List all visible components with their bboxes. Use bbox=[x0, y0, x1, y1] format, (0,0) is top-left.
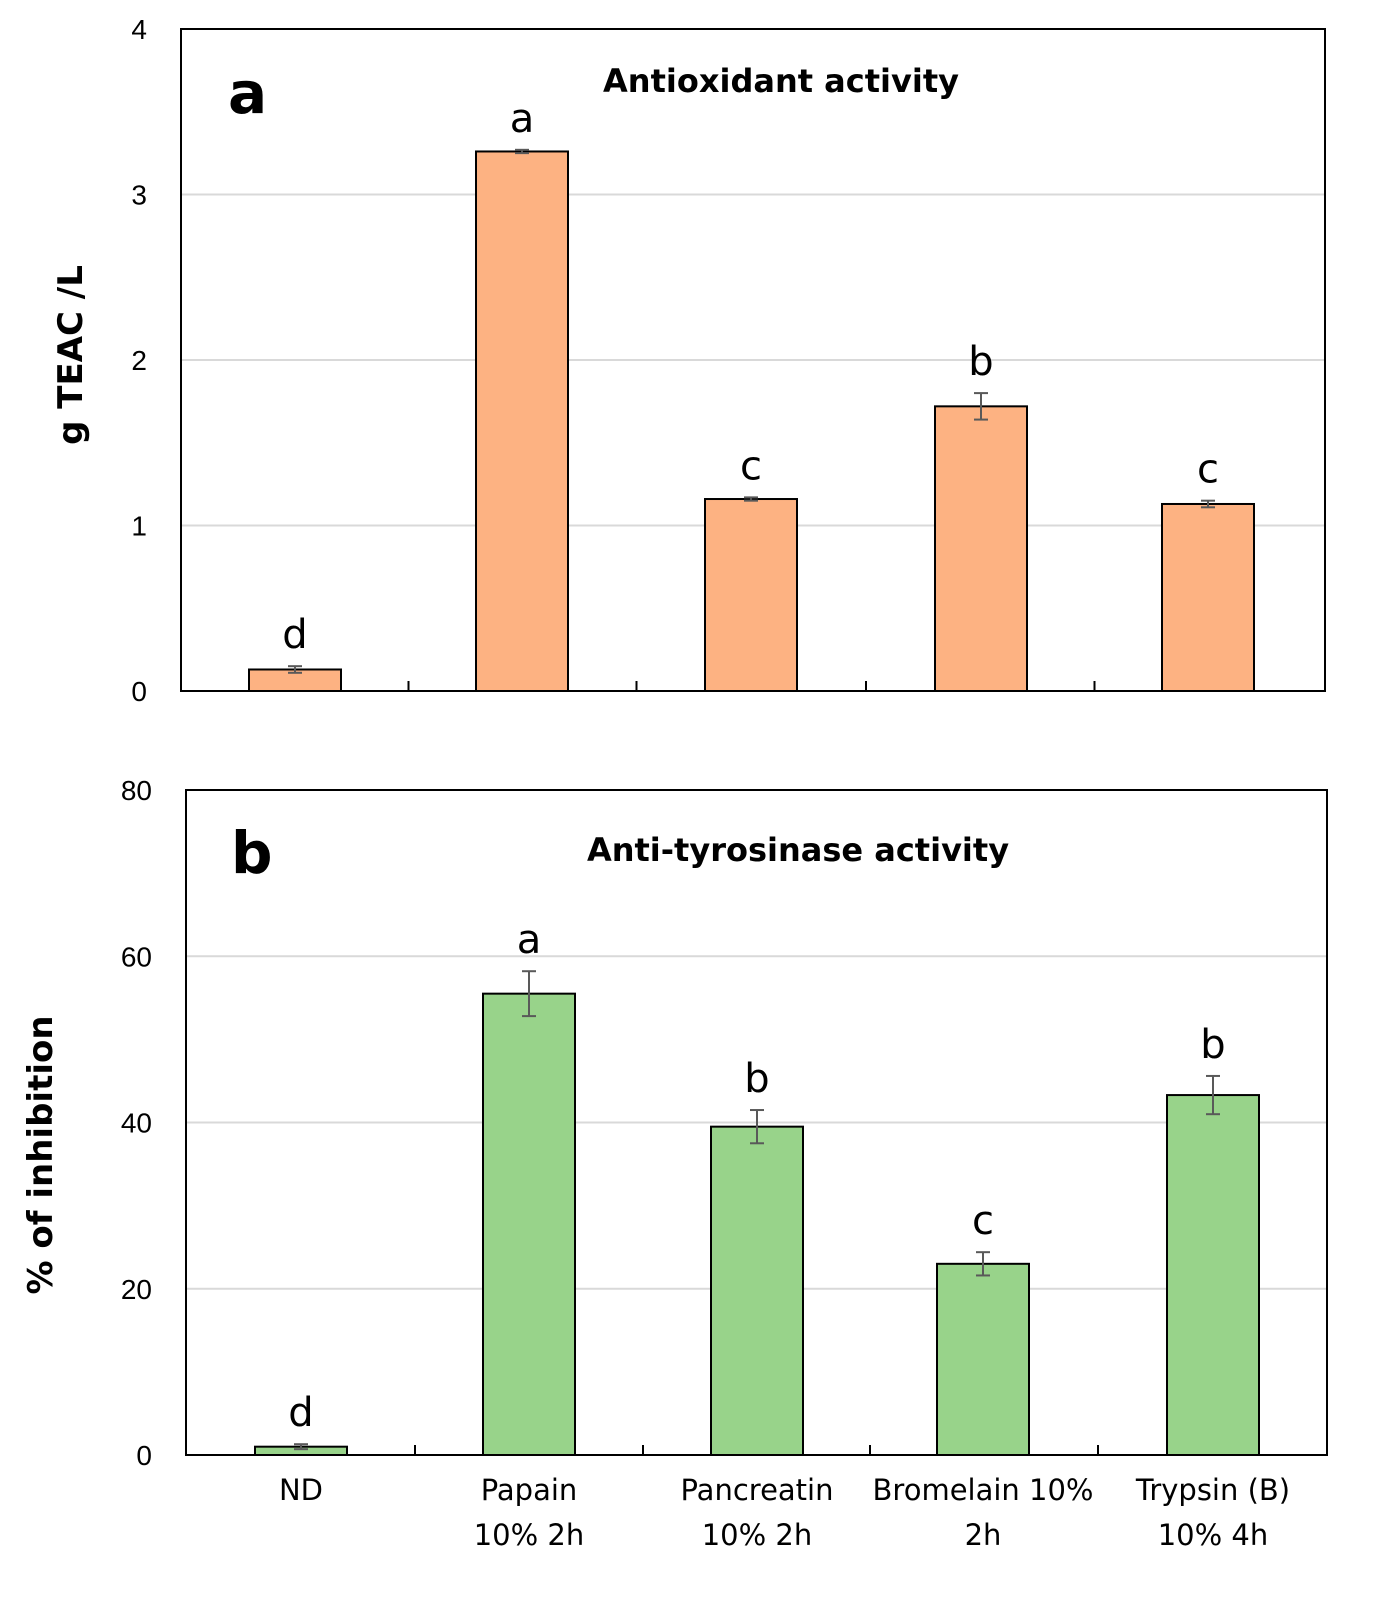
error-bar bbox=[750, 1109, 764, 1145]
panel-b-anti-tyrosinase-chart: 0 20 40 60 80 d a b c b ND Papain 10% 2h Pancreatin… bbox=[21, 775, 1328, 1552]
y-tick-label: 1 bbox=[131, 511, 147, 542]
bar bbox=[475, 150, 569, 693]
y-tick-label: 60 bbox=[121, 941, 152, 972]
y-tick-label: 4 bbox=[131, 14, 147, 45]
bar bbox=[710, 1125, 804, 1456]
bar bbox=[704, 498, 798, 692]
significance-label: a bbox=[517, 917, 542, 963]
error-bar bbox=[974, 392, 988, 421]
panel-letter: a bbox=[228, 59, 267, 127]
error-bar bbox=[294, 1443, 308, 1451]
error-bar bbox=[744, 496, 758, 502]
significance-label: c bbox=[972, 1198, 994, 1244]
plot-frame bbox=[185, 789, 1328, 1456]
y-tick-label: 0 bbox=[131, 676, 147, 707]
panel-a-antioxidant-chart: 0 1 2 3 4 d a c b c a Antioxidant activity g TEA… bbox=[51, 14, 1326, 707]
error-bar bbox=[515, 148, 529, 155]
bar bbox=[1161, 502, 1255, 692]
significance-label: b bbox=[744, 1056, 769, 1102]
significance-label: c bbox=[1197, 447, 1219, 493]
category-label: Bromelain 10% 2h bbox=[873, 1473, 1094, 1552]
significance-label: d bbox=[288, 1390, 313, 1436]
y-tick-label: 40 bbox=[121, 1108, 152, 1139]
category-label: Trypsin (B) 10% 4h bbox=[1135, 1473, 1290, 1552]
error-bar bbox=[522, 970, 536, 1018]
y-tick-label: 2 bbox=[131, 345, 147, 376]
error-bar bbox=[976, 1251, 990, 1277]
chart-title: Antioxidant activity bbox=[603, 62, 959, 100]
significance-label: a bbox=[510, 96, 535, 142]
category-label: ND bbox=[279, 1473, 323, 1507]
plot-frame bbox=[180, 28, 1326, 692]
error-bar bbox=[1201, 499, 1215, 509]
error-bar bbox=[1206, 1074, 1220, 1116]
significance-label: b bbox=[1200, 1022, 1225, 1068]
bar bbox=[482, 992, 576, 1456]
panel-letter: b bbox=[231, 819, 273, 887]
y-tick-label: 3 bbox=[131, 180, 147, 211]
chart-title: Anti-tyrosinase activity bbox=[587, 831, 1009, 869]
significance-label: b bbox=[968, 339, 993, 385]
category-label: Papain 10% 2h bbox=[474, 1473, 585, 1552]
y-tick-label: 20 bbox=[121, 1274, 152, 1305]
y-axis-label: % of inhibition bbox=[21, 1015, 61, 1294]
y-tick-label: 80 bbox=[121, 775, 152, 806]
bar bbox=[936, 1262, 1030, 1456]
significance-label: c bbox=[740, 443, 762, 489]
category-label: Pancreatin 10% 2h bbox=[681, 1473, 834, 1552]
y-axis-label: g TEAC /L bbox=[51, 265, 91, 445]
bar bbox=[1166, 1094, 1260, 1456]
bar bbox=[934, 405, 1028, 692]
error-bar bbox=[288, 665, 302, 674]
y-tick-label: 0 bbox=[136, 1440, 152, 1471]
significance-label: d bbox=[282, 612, 307, 658]
